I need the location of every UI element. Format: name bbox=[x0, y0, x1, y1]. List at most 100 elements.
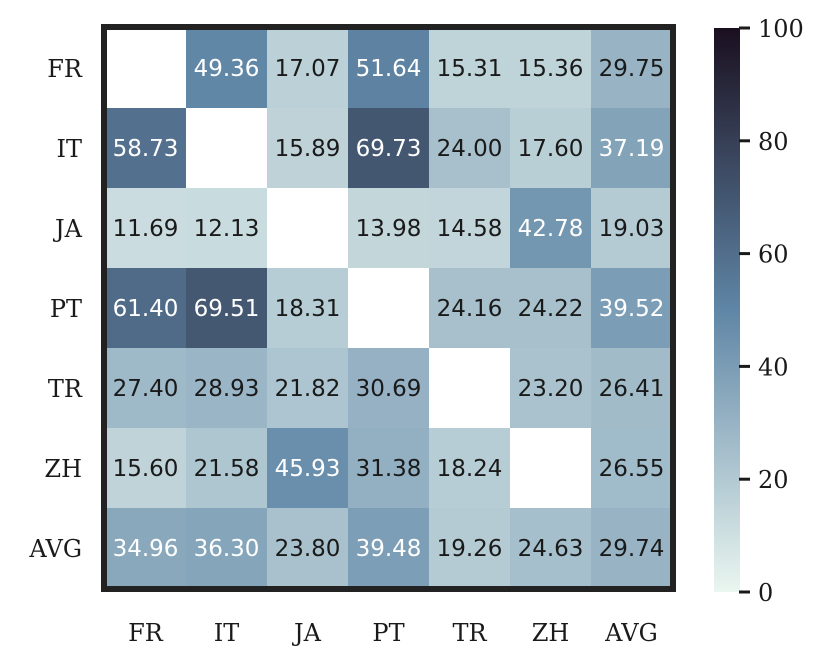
heatmap-cell-tr-pt bbox=[348, 348, 430, 429]
cell-value-label: 15.89 bbox=[275, 136, 341, 162]
cell-value-label: 26.55 bbox=[599, 456, 665, 482]
cell-value-label: 39.48 bbox=[356, 536, 422, 562]
cell-value-label: 31.38 bbox=[356, 456, 422, 482]
x-tick-label-fr: FR bbox=[128, 619, 164, 647]
y-tick-label-tr: TR bbox=[48, 375, 83, 403]
heatmap-cell-zh-it bbox=[186, 428, 268, 509]
heatmap-cell-zh-avg bbox=[591, 428, 673, 509]
heatmap-cell-pt-fr bbox=[105, 268, 187, 349]
cell-value-label: 34.96 bbox=[113, 536, 179, 562]
heatmap-cell-ja-pt bbox=[348, 188, 430, 269]
colorbar-tick-label-80: 80 bbox=[758, 128, 789, 156]
cell-value-label: 61.40 bbox=[113, 296, 179, 322]
colorbar: 0 20 40 60 80 100 bbox=[714, 15, 804, 607]
x-axis-tick-labels: FR IT JA PT TR ZH AVG bbox=[128, 619, 658, 647]
cell-value-label: 42.78 bbox=[518, 216, 584, 242]
colorbar-gradient bbox=[714, 28, 740, 592]
heatmap-cell-fr-avg bbox=[591, 28, 673, 109]
colorbar-tick-label-0: 0 bbox=[758, 579, 773, 607]
cell-value-label: 26.41 bbox=[599, 376, 665, 402]
cell-value-label: 28.93 bbox=[194, 376, 260, 402]
cell-value-label: 39.52 bbox=[599, 296, 665, 322]
heatmap-cell-tr-fr bbox=[105, 348, 187, 429]
colorbar-tick-label-20: 20 bbox=[758, 466, 789, 494]
x-tick-label-zh: ZH bbox=[532, 619, 570, 647]
y-tick-label-avg: AVG bbox=[28, 535, 82, 563]
heatmap-cells bbox=[105, 28, 673, 589]
heatmap-cell-avg-tr bbox=[429, 508, 511, 589]
heatmap-cell-tr-avg bbox=[591, 348, 673, 429]
cell-value-label: 15.31 bbox=[437, 56, 503, 82]
cell-value-label: 24.63 bbox=[518, 536, 584, 562]
cell-value-label: 21.82 bbox=[275, 376, 341, 402]
heatmap-cell-pt-tr bbox=[429, 268, 511, 349]
colorbar-ticks: 0 20 40 60 80 100 bbox=[739, 15, 804, 607]
heatmap-cell-pt-avg bbox=[591, 268, 673, 349]
heatmap-cell-it-tr bbox=[429, 108, 511, 189]
heatmap-cell-it-ja bbox=[267, 108, 349, 189]
cell-value-label: 27.40 bbox=[113, 376, 179, 402]
heatmap-cell-it-pt bbox=[348, 108, 430, 189]
cell-value-label: 21.58 bbox=[194, 456, 260, 482]
cell-value-label: 36.30 bbox=[194, 536, 260, 562]
y-tick-label-fr: FR bbox=[47, 55, 83, 83]
cell-value-label: 15.36 bbox=[518, 56, 584, 82]
heatmap-cell-pt-zh bbox=[510, 268, 592, 349]
cell-value-label: 29.75 bbox=[599, 56, 665, 82]
heatmap-frame bbox=[101, 24, 676, 592]
cell-value-label: 49.36 bbox=[194, 56, 260, 82]
heatmap-cell-zh-zh bbox=[510, 428, 592, 509]
cell-value-label: 14.58 bbox=[437, 216, 503, 242]
heatmap-cell-zh-tr bbox=[429, 428, 511, 509]
cell-value-label: 17.07 bbox=[275, 56, 341, 82]
cell-value-label: 18.31 bbox=[275, 296, 341, 322]
heatmap-cell-pt-ja bbox=[267, 268, 349, 349]
heatmap-cell-zh-ja bbox=[267, 428, 349, 509]
heatmap-cell-tr-ja bbox=[267, 348, 349, 429]
colorbar-tick-label-40: 40 bbox=[758, 353, 789, 381]
heatmap-cell-it-zh bbox=[510, 108, 592, 189]
cell-value-label: 15.60 bbox=[113, 456, 179, 482]
colorbar-tick-label-100: 100 bbox=[758, 15, 804, 43]
heatmap-cell-ja-avg bbox=[591, 188, 673, 269]
heatmap-cell-tr-tr bbox=[429, 348, 511, 429]
heatmap-cell-labels: 49.36 17.07 51.64 15.31 15.36 29.75 58.73 15.89… bbox=[113, 56, 665, 562]
cell-value-label: 23.80 bbox=[275, 536, 341, 562]
heatmap-cell-zh-fr bbox=[105, 428, 187, 509]
x-tick-label-ja: JA bbox=[291, 619, 322, 647]
x-tick-label-tr: TR bbox=[452, 619, 487, 647]
y-tick-label-zh: ZH bbox=[44, 455, 82, 483]
cell-value-label: 58.73 bbox=[113, 136, 179, 162]
cell-value-label: 24.00 bbox=[437, 136, 503, 162]
x-tick-label-pt: PT bbox=[372, 619, 404, 647]
cell-value-label: 24.16 bbox=[437, 296, 503, 322]
cell-value-label: 69.51 bbox=[194, 296, 260, 322]
cell-value-label: 17.60 bbox=[518, 136, 584, 162]
y-tick-label-ja: JA bbox=[52, 215, 83, 243]
cell-value-label: 13.98 bbox=[356, 216, 422, 242]
heatmap-cell-zh-pt bbox=[348, 428, 430, 509]
heatmap-cell-fr-zh bbox=[510, 28, 592, 109]
heatmap-cell-ja-zh bbox=[510, 188, 592, 269]
x-tick-label-it: IT bbox=[214, 619, 240, 647]
y-tick-label-pt: PT bbox=[50, 295, 82, 323]
x-tick-label-avg: AVG bbox=[604, 619, 658, 647]
heatmap-cell-tr-it bbox=[186, 348, 268, 429]
cell-value-label: 11.69 bbox=[113, 216, 179, 242]
cell-value-label: 18.24 bbox=[437, 456, 503, 482]
heatmap-cell-ja-tr bbox=[429, 188, 511, 269]
heatmap-cell-fr-tr bbox=[429, 28, 511, 109]
colorbar-tick-label-60: 60 bbox=[758, 241, 789, 269]
cell-value-label: 12.13 bbox=[194, 216, 260, 242]
cell-value-label: 69.73 bbox=[356, 136, 422, 162]
cell-value-label: 37.19 bbox=[599, 136, 665, 162]
heatmap-cell-pt-pt bbox=[348, 268, 430, 349]
heatmap-cell-it-avg bbox=[591, 108, 673, 189]
heatmap-cell-avg-pt bbox=[348, 508, 430, 589]
heatmap-cell-it-fr bbox=[105, 108, 187, 189]
heatmap-cell-avg-it bbox=[186, 508, 268, 589]
heatmap-cell-avg-fr bbox=[105, 508, 187, 589]
cell-value-label: 30.69 bbox=[356, 376, 422, 402]
heatmap-cell-it-it bbox=[186, 108, 268, 189]
